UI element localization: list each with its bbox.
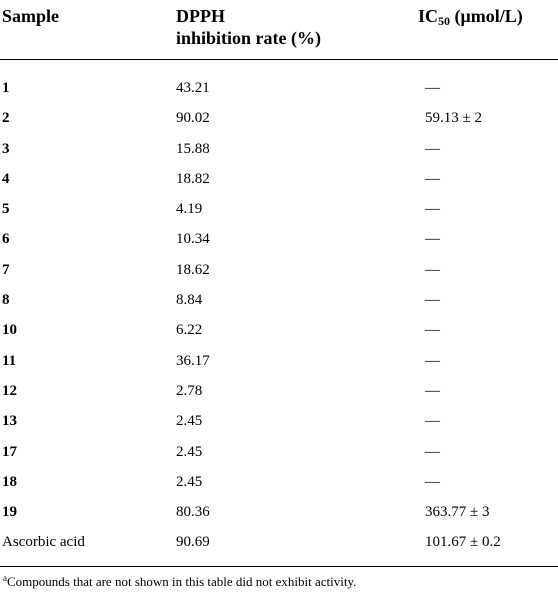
cell-ic50: 59.13 ± 2 [425,110,482,127]
cell-sample: 18 [2,473,17,490]
cell-ic50: — [425,473,440,490]
table-bottom-rule [0,566,558,567]
cell-sample: 17 [2,443,17,460]
cell-ic50: — [425,382,440,399]
header-dpph-line2: inhibition rate (%) [176,28,322,48]
table-row: 4 18.82 — [0,169,558,199]
cell-ic50: 101.67 ± 0.2 [425,534,501,551]
cell-ic50: — [425,80,440,96]
table-row: 17 2.45 — [0,442,558,472]
cell-ic50: — [425,322,440,339]
header-ic50-subscript: 50 [438,14,451,28]
table-header: Sample DPPH inhibition rate (%) IC50 (μm… [0,0,558,59]
table-row: 19 80.36 363.77 ± 3 [0,502,558,532]
cell-ic50: — [425,140,440,157]
cell-sample: 12 [2,382,17,399]
cell-dpph-inhibition: 10.34 [176,231,210,248]
cell-dpph-inhibition: 43.21 [176,80,210,96]
cell-dpph-inhibition: 90.69 [176,534,210,551]
cell-dpph-inhibition: 15.88 [176,140,210,157]
cell-sample: Ascorbic acid [2,534,85,551]
header-sample-label: Sample [2,6,60,26]
header-dpph: DPPH inhibition rate (%) [176,5,321,49]
cell-ic50: — [425,231,440,248]
table-row: 8 8.84 — [0,290,558,320]
header-ic50-suffix: (μmol/L) [450,6,523,26]
cell-dpph-inhibition: 36.17 [176,352,210,369]
table-row: 1 43.21 — [0,78,558,108]
table-footnote: aCompounds that are not shown in this ta… [3,574,356,590]
header-divider [0,59,558,60]
cell-sample: 5 [2,201,10,218]
cell-sample: 3 [2,140,10,157]
header-ic50: IC50 (μmol/L) [418,5,523,27]
table-body: 1 43.21 — 2 90.02 59.13 ± 2 3 15.88 — 4 18.82 — 5 4.1… [0,78,558,563]
cell-sample: 7 [2,261,10,278]
table-row: 10 6.22 — [0,320,558,350]
cell-sample: 4 [2,170,10,187]
cell-ic50: 363.77 ± 3 [425,504,490,521]
cell-sample: 19 [2,504,17,521]
cell-dpph-inhibition: 2.45 [176,413,203,430]
table-row: 2 90.02 59.13 ± 2 [0,108,558,138]
cell-dpph-inhibition: 4.19 [176,201,203,218]
table-row: 18 2.45 — [0,472,558,502]
table-row: 5 4.19 — [0,199,558,229]
footnote-text: Compounds that are not shown in this tab… [7,574,357,589]
table-row: 12 2.78 — [0,381,558,411]
cell-sample: 2 [2,110,10,127]
table-row: Ascorbic acid 90.69 101.67 ± 0.2 [0,532,558,562]
cell-dpph-inhibition: 18.82 [176,170,210,187]
table-row: 7 18.62 — [0,260,558,290]
cell-sample: 13 [2,413,17,430]
cell-ic50: — [425,292,440,309]
cell-ic50: — [425,261,440,278]
cell-dpph-inhibition: 18.62 [176,261,210,278]
cell-ic50: — [425,352,440,369]
header-dpph-line1: DPPH [176,6,225,26]
cell-ic50: — [425,170,440,187]
cell-dpph-inhibition: 2.45 [176,473,203,490]
cell-sample: 10 [2,322,17,339]
table-row: 11 36.17 — [0,351,558,381]
cell-sample: 8 [2,292,10,309]
cell-dpph-inhibition: 2.45 [176,443,203,460]
cell-dpph-inhibition: 80.36 [176,504,210,521]
cell-ic50: — [425,201,440,218]
footnote-marker: a [3,573,7,583]
table-row: 6 10.34 — [0,229,558,259]
cell-dpph-inhibition: 2.78 [176,382,203,399]
table-row: 3 15.88 — [0,139,558,169]
cell-sample: 1 [2,80,10,96]
header-sample: Sample [2,5,59,27]
cell-sample: 6 [2,231,10,248]
cell-ic50: — [425,413,440,430]
table-row: 13 2.45 — [0,411,558,441]
header-ic50-prefix: IC [418,6,439,26]
cell-dpph-inhibition: 8.84 [176,292,203,309]
cell-ic50: — [425,443,440,460]
cell-sample: 11 [2,352,17,369]
cell-dpph-inhibition: 6.22 [176,322,203,339]
cell-dpph-inhibition: 90.02 [176,110,210,127]
